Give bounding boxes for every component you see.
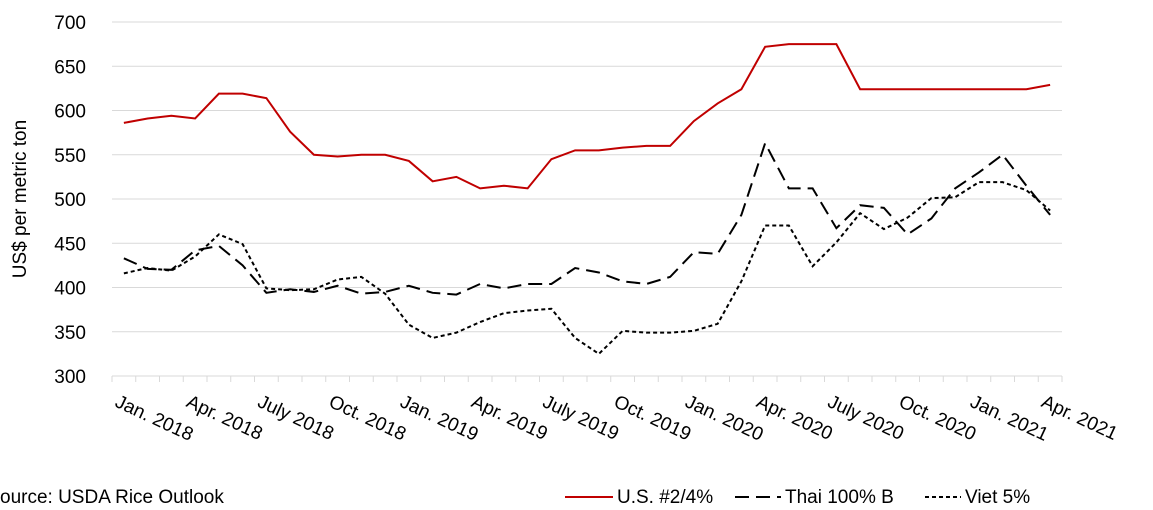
series-line	[123, 140, 1051, 296]
legend-label: Thai 100% B	[785, 487, 894, 508]
x-tick-label: Apr. 2020	[753, 391, 836, 444]
series-line	[123, 43, 1051, 190]
x-tick-label: Oct. 2018	[326, 391, 410, 445]
x-tick-label: July 2018	[254, 391, 337, 444]
y-axis-label: US$ per metric ton	[10, 120, 31, 278]
x-tick-label: July 2020	[824, 391, 907, 444]
series-line	[123, 181, 1051, 356]
x-tick-label: Jan. 2021	[967, 391, 1052, 445]
y-tick-label: 550	[54, 146, 86, 167]
x-tick-label: Oct. 2019	[611, 391, 695, 445]
y-tick-label: 650	[54, 57, 86, 78]
y-tick-label: 350	[54, 323, 86, 344]
source-note: ource: USDA Rice Outlook	[0, 487, 224, 508]
x-tick-label: Jan. 2018	[112, 391, 197, 445]
legend-label: U.S. #2/4%	[617, 487, 713, 508]
legend-label: Viet 5%	[965, 487, 1030, 508]
y-tick-label: 600	[54, 102, 86, 123]
y-tick-label: 400	[54, 279, 86, 300]
y-tick-label: 500	[54, 190, 86, 211]
x-tick-label: Apr. 2018	[183, 391, 266, 444]
x-tick-label: Jan. 2020	[682, 391, 767, 445]
x-tick-label: Apr. 2019	[468, 391, 551, 444]
y-tick-label: 450	[54, 234, 86, 255]
x-tick-label: July 2019	[539, 391, 622, 444]
x-tick-label: Oct. 2020	[896, 391, 980, 445]
y-tick-label: 300	[54, 367, 86, 388]
x-tick-label: Apr. 2021	[1038, 391, 1121, 444]
y-tick-label: 700	[54, 13, 86, 34]
x-tick-label: Jan. 2019	[397, 391, 482, 445]
